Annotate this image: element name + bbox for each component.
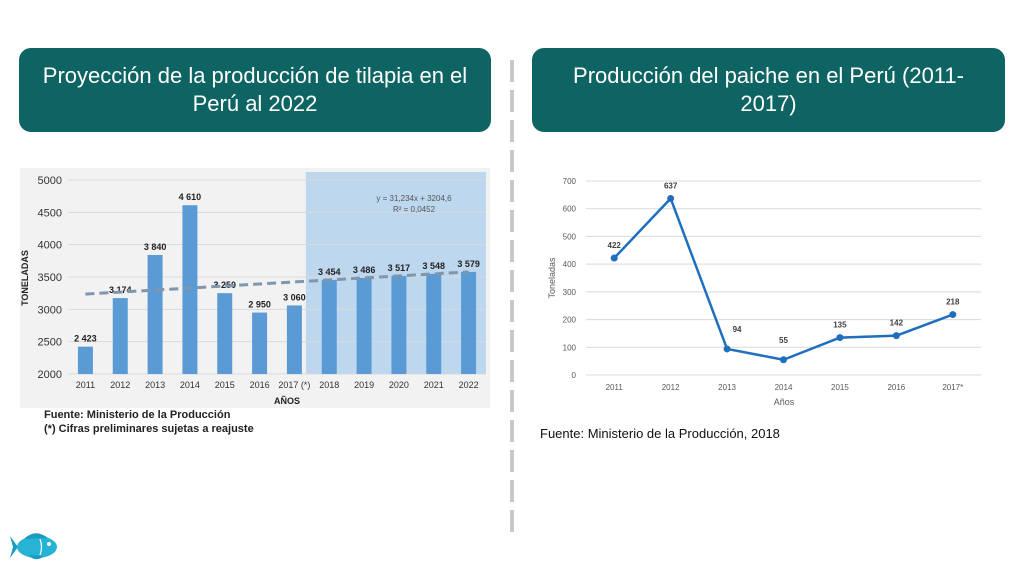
- data-label: 3 840: [144, 242, 167, 252]
- data-label: 2 950: [248, 300, 271, 310]
- bar: [252, 312, 268, 374]
- x-axis-title: AÑOS: [274, 396, 300, 406]
- y-tick-label: 2000: [38, 369, 62, 381]
- bar: [77, 346, 93, 374]
- y-tick-label: 2500: [38, 337, 62, 349]
- data-label: 637: [664, 181, 678, 190]
- x-tick-label: 2018: [319, 380, 339, 390]
- data-label: 422: [608, 241, 622, 250]
- data-point: [949, 311, 957, 319]
- tilapia-source-line1: Fuente: Ministerio de la Producción: [44, 409, 231, 421]
- x-tick-label: 2012: [662, 383, 680, 392]
- x-tick-label: 2014: [180, 380, 200, 390]
- y-tick-label: 300: [563, 288, 577, 297]
- paiche-chart-title: Producción del paiche en el Perú (2011-2…: [532, 48, 1005, 132]
- paiche-source: Fuente: Ministerio de la Producción, 201…: [540, 426, 780, 441]
- data-point: [723, 345, 731, 353]
- bar: [321, 279, 337, 374]
- bar: [182, 205, 198, 374]
- y-tick-label: 4500: [38, 207, 62, 219]
- x-tick-label: 2017 (*): [278, 380, 310, 390]
- data-label: 94: [733, 325, 742, 334]
- data-point: [892, 332, 900, 340]
- y-tick-label: 0: [572, 371, 577, 380]
- data-label: 135: [833, 321, 847, 330]
- y-tick-label: 5000: [38, 175, 62, 187]
- data-label: 2 423: [74, 334, 97, 344]
- data-label: 3 517: [388, 263, 411, 273]
- data-label: 3 579: [457, 259, 480, 269]
- fish-icon: [10, 533, 57, 560]
- x-tick-label: 2015: [215, 380, 235, 390]
- x-tick-label: 2021: [424, 380, 444, 390]
- data-label: 4 610: [179, 192, 202, 202]
- bar: [426, 273, 442, 374]
- y-tick-label: 700: [563, 177, 577, 186]
- x-tick-label: 2013: [145, 380, 165, 390]
- trend-r2: R² = 0,0452: [393, 205, 436, 214]
- y-tick-label: 400: [563, 260, 577, 269]
- data-point: [667, 194, 675, 202]
- tilapia-source-line2: (*) Cifras preliminares sujetas a reajus…: [44, 423, 254, 435]
- bar: [461, 271, 477, 374]
- bar: [286, 305, 302, 374]
- dashed-divider: [510, 60, 514, 538]
- data-point: [836, 334, 844, 342]
- y-tick-label: 600: [563, 205, 577, 214]
- bar: [391, 275, 407, 374]
- y-tick-label: 3000: [38, 304, 62, 316]
- y-tick-label: 500: [563, 232, 577, 241]
- data-point: [780, 356, 787, 364]
- x-tick-label: 2015: [831, 383, 849, 392]
- y-axis-title: TONELADAS: [20, 250, 30, 306]
- data-label: 3 174: [109, 285, 132, 295]
- y-tick-label: 200: [563, 316, 577, 325]
- y-axis-title: Toneladas: [547, 257, 557, 299]
- data-label: 3 454: [318, 267, 341, 277]
- bar: [217, 293, 233, 374]
- data-label: 142: [890, 319, 904, 328]
- x-tick-label: 2011: [606, 383, 624, 392]
- x-tick-label: 2012: [110, 380, 130, 390]
- x-tick-label: 2013: [718, 383, 736, 392]
- x-axis-title: Años: [774, 397, 795, 407]
- tilapia-source: Fuente: Ministerio de la Producción (*) …: [44, 408, 254, 436]
- data-label: 218: [946, 298, 960, 307]
- x-tick-label: 2022: [459, 380, 479, 390]
- y-tick-label: 4000: [38, 240, 62, 252]
- bar: [112, 298, 128, 374]
- paiche-line-chart: 0 100 200 300 400 500 600 700 422 2011 637 2012 94 20…: [547, 177, 981, 407]
- x-tick-label: 2011: [76, 380, 95, 390]
- y-tick-label: 100: [563, 343, 577, 352]
- data-point: [610, 254, 618, 262]
- x-tick-label: 2019: [354, 380, 374, 390]
- x-tick-label: 2020: [389, 380, 409, 390]
- x-tick-label: 2017*: [942, 383, 963, 392]
- bar: [356, 277, 372, 374]
- x-tick-label: 2014: [775, 383, 793, 392]
- trend-equation: y = 31,234x + 3204,6: [376, 194, 452, 203]
- data-label: 55: [779, 336, 788, 345]
- data-label: 3 548: [422, 261, 445, 271]
- tilapia-bar-chart: 2000 2500 3000 3500 4000 4500 5000 2 423 2011 3 1…: [20, 168, 490, 408]
- tilapia-chart-title: Proyección de la producción de tilapia e…: [19, 48, 491, 132]
- data-label: 3 060: [283, 292, 306, 302]
- data-label: 3 486: [353, 265, 376, 275]
- y-tick-label: 3500: [38, 272, 62, 284]
- data-label: 3 250: [213, 280, 236, 290]
- x-tick-label: 2016: [887, 383, 905, 392]
- x-tick-label: 2016: [250, 380, 270, 390]
- trendline: [85, 270, 469, 296]
- bar: [147, 255, 163, 374]
